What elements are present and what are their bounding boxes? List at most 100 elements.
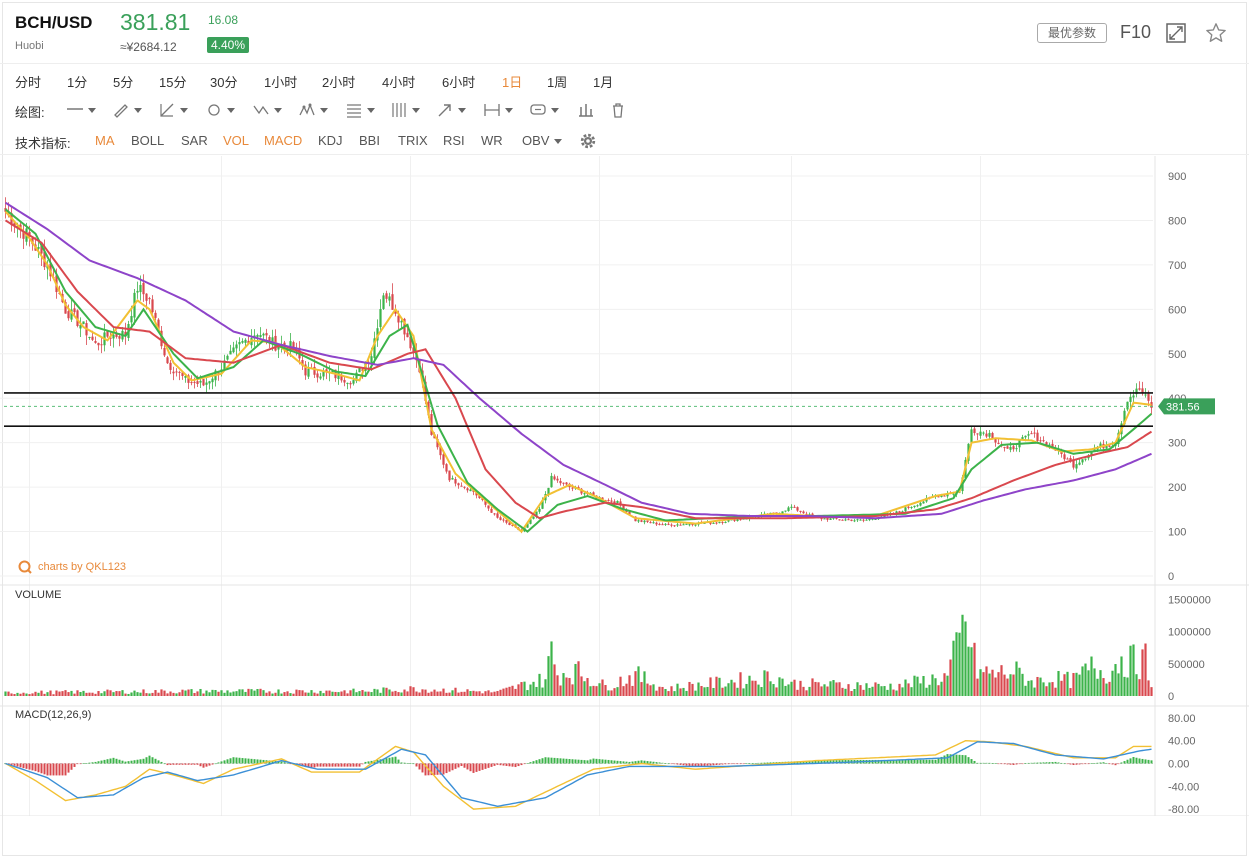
candle-body xyxy=(262,333,265,336)
kline-chart[interactable]: 9008007006005004003002001000381.56150000… xyxy=(0,156,1249,816)
period-4[interactable]: 15分 xyxy=(159,75,187,90)
chevron-down-icon xyxy=(412,107,420,113)
optimal-params-button[interactable]: 最优参数 xyxy=(1037,23,1107,43)
candle-body xyxy=(1129,396,1132,402)
macd-histogram-bar xyxy=(454,763,457,769)
candle-body xyxy=(1066,458,1069,460)
candle-body xyxy=(1123,410,1126,425)
candle-body xyxy=(868,518,871,521)
macd-histogram-bar xyxy=(97,761,100,764)
macd-histogram-bar xyxy=(289,763,292,765)
volume-bar xyxy=(409,686,412,696)
volume-bar xyxy=(376,689,379,696)
tool-pattern[interactable] xyxy=(298,100,328,120)
indicator-sar[interactable]: SAR xyxy=(181,133,208,148)
macd-histogram-bar xyxy=(1042,762,1045,764)
volume-bar xyxy=(676,683,679,696)
period-12[interactable]: 1月 xyxy=(593,75,614,90)
tool-pencil[interactable] xyxy=(112,100,142,120)
volume-pane-title: VOLUME xyxy=(15,589,62,601)
period-10[interactable]: 1日 xyxy=(502,75,523,90)
indicator-rsi[interactable]: RSI xyxy=(443,133,465,148)
volume-bar xyxy=(874,682,877,696)
macd-histogram-bar xyxy=(625,761,628,764)
candle-body xyxy=(181,372,184,377)
tool-arrow[interactable] xyxy=(436,100,466,120)
volume-bar xyxy=(913,675,916,696)
indicator-vol[interactable]: VOL xyxy=(223,133,249,148)
volume-bar xyxy=(712,687,715,696)
volume-bar xyxy=(703,687,706,696)
volume-bar xyxy=(148,693,151,696)
period-3[interactable]: 5分 xyxy=(113,75,134,90)
macd-histogram-bar xyxy=(673,763,676,765)
volume-bar xyxy=(388,689,391,696)
indicator-obv[interactable]: OBV xyxy=(522,133,563,148)
volume-bar xyxy=(757,684,760,696)
settings-gear-icon[interactable] xyxy=(579,132,597,150)
volume-bar xyxy=(1030,680,1033,696)
period-9[interactable]: 6小时 xyxy=(442,75,476,90)
macd-histogram-bar xyxy=(700,763,703,767)
volume-bar xyxy=(334,691,337,696)
expand-icon[interactable] xyxy=(1166,23,1186,43)
candle-body xyxy=(1036,432,1039,441)
volume-bar xyxy=(571,684,574,696)
tool-comment[interactable] xyxy=(529,100,559,120)
tool-range[interactable] xyxy=(483,100,513,120)
tool-trash[interactable] xyxy=(609,100,627,120)
macd-histogram-bar xyxy=(1111,763,1114,765)
macd-histogram-bar xyxy=(1021,763,1024,765)
tool-fib[interactable] xyxy=(345,100,375,120)
f10-button[interactable]: F10 xyxy=(1120,22,1152,42)
indicator-trix[interactable]: TRIX xyxy=(398,133,428,148)
candle-body xyxy=(628,511,631,516)
period-7[interactable]: 2小时 xyxy=(322,75,356,90)
volume-bar xyxy=(199,688,202,696)
macd-histogram-bar xyxy=(496,763,499,765)
indicator-wr[interactable]: WR xyxy=(481,133,503,148)
indicator-label-text: BBI xyxy=(359,133,380,148)
indicator-kdj[interactable]: KDJ xyxy=(318,133,343,148)
macd-histogram-bar xyxy=(352,763,355,767)
tool-trend-line[interactable] xyxy=(158,100,188,120)
period-11[interactable]: 1周 xyxy=(547,75,568,90)
candle-body xyxy=(217,372,220,374)
period-6[interactable]: 1小时 xyxy=(264,75,298,90)
tool-bars[interactable] xyxy=(577,100,595,120)
period-5[interactable]: 30分 xyxy=(210,75,238,90)
macd-histogram-bar xyxy=(1135,757,1138,764)
volume-bar xyxy=(1102,678,1105,696)
macd-histogram-bar xyxy=(403,762,406,764)
period-2[interactable]: 1分 xyxy=(67,75,88,90)
volume-bar xyxy=(496,691,499,696)
tool-polyline[interactable] xyxy=(252,100,282,120)
volume-bar xyxy=(235,691,238,696)
period-1[interactable]: 分时 xyxy=(15,75,42,90)
macd-histogram-bar xyxy=(697,763,700,767)
indicator-ma[interactable]: MA xyxy=(95,133,115,148)
volume-bar xyxy=(775,687,778,696)
indicator-label-text: SAR xyxy=(181,133,208,148)
favorite-star-icon[interactable] xyxy=(1205,22,1227,44)
volume-bar xyxy=(1063,674,1066,696)
volume-bar xyxy=(4,691,7,696)
tool-gann[interactable] xyxy=(390,100,420,120)
tool-horizontal-line[interactable] xyxy=(66,100,96,120)
tool-circle[interactable] xyxy=(205,100,235,120)
indicator-boll[interactable]: BOLL xyxy=(131,133,164,148)
volume-bar xyxy=(655,690,658,696)
candle-body xyxy=(922,501,925,504)
candle-body xyxy=(64,301,67,314)
candle-body xyxy=(487,505,490,509)
macd-histogram-bar xyxy=(121,760,124,764)
period-8[interactable]: 4小时 xyxy=(382,75,416,90)
indicator-bbi[interactable]: BBI xyxy=(359,133,380,148)
volume-bar xyxy=(670,686,673,696)
volume-bar xyxy=(475,691,478,696)
indicator-macd[interactable]: MACD xyxy=(264,133,302,148)
macd-histogram-bar xyxy=(754,763,757,764)
volume-bar xyxy=(115,691,118,696)
candle-body xyxy=(658,523,661,525)
macd-histogram-bar xyxy=(94,761,97,764)
